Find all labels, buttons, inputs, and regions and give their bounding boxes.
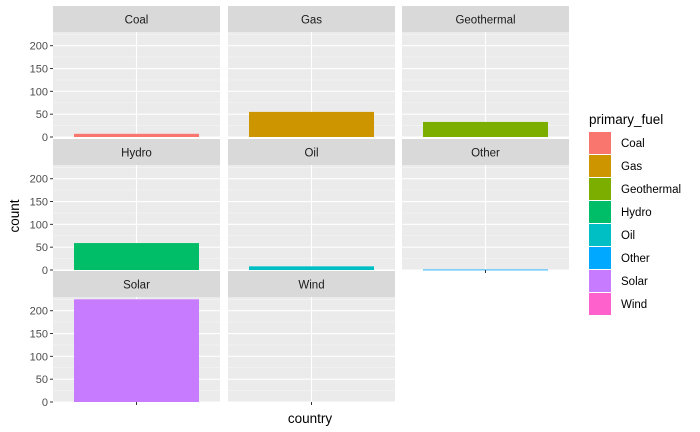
bar-geothermal	[423, 121, 548, 137]
strip-label-oil: Oil	[304, 148, 318, 160]
strip-label-geothermal: Geothermal	[455, 15, 515, 27]
legend-item-other: Other	[589, 247, 650, 269]
bar-oil	[249, 266, 374, 270]
y-tick-label: 50	[36, 242, 48, 254]
legend-label-oil: Oil	[621, 230, 635, 242]
strip-oil	[228, 139, 395, 165]
legend-key-oil	[589, 224, 611, 246]
strip-solar	[53, 271, 220, 297]
strip-coal	[53, 6, 220, 32]
legend-key-geothermal	[589, 178, 611, 200]
legend-label-other: Other	[621, 253, 650, 265]
panel-oil: Oil	[228, 139, 395, 271]
legend-label-geothermal: Geothermal	[621, 184, 681, 196]
legend-key-coal	[589, 132, 611, 154]
legend-label-coal: Coal	[621, 138, 645, 150]
legend-key-solar	[589, 270, 611, 292]
legend: primary_fuel Coal Gas Geothermal Hydro Oil Ot…	[589, 112, 681, 315]
bar-coal	[74, 133, 199, 137]
legend-label-wind: Wind	[621, 299, 647, 311]
y-tick-label: 100	[30, 86, 48, 98]
legend-item-coal: Coal	[589, 132, 645, 154]
strip-hydro	[53, 139, 220, 165]
legend-label-hydro: Hydro	[621, 207, 652, 219]
y-tick-label: 150	[30, 64, 48, 76]
legend-key-wind	[589, 293, 611, 315]
y-tick-label: 200	[30, 174, 48, 186]
bar-hydro	[74, 243, 199, 270]
legend-item-oil: Oil	[589, 224, 635, 246]
strip-geothermal	[402, 6, 569, 32]
y-tick-label: 0	[42, 265, 48, 277]
legend-item-wind: Wind	[589, 293, 647, 315]
legend-item-hydro: Hydro	[589, 201, 652, 223]
panel-gas: Gas	[228, 6, 395, 138]
strip-label-wind: Wind	[298, 280, 324, 292]
panel-other: Other	[402, 139, 569, 273]
legend-label-solar: Solar	[621, 276, 648, 288]
strip-label-gas: Gas	[301, 15, 322, 27]
y-tick-label: 200	[30, 41, 48, 53]
strip-gas	[228, 6, 395, 32]
panel-wind: Wind	[228, 271, 395, 405]
bar-other	[423, 269, 548, 271]
facet-panels: Coal 0 50 100 150 200 Gas Geothermal Hydro 0 50 100…	[30, 6, 569, 409]
legend-label-gas: Gas	[621, 161, 642, 173]
y-tick-label: 150	[30, 329, 48, 341]
x-axis-title: country	[288, 411, 333, 426]
strip-other	[402, 139, 569, 165]
legend-item-geothermal: Geothermal	[589, 178, 681, 200]
legend-key-hydro	[589, 201, 611, 223]
y-tick-label: 50	[36, 374, 48, 386]
bar-solar	[74, 299, 199, 402]
strip-label-other: Other	[471, 148, 500, 160]
legend-title: primary_fuel	[589, 112, 663, 127]
strip-label-hydro: Hydro	[121, 148, 152, 160]
strip-label-coal: Coal	[125, 15, 149, 27]
panel-coal: Coal 0 50 100 150 200	[30, 6, 220, 144]
y-axis-title: count	[7, 199, 22, 232]
legend-item-solar: Solar	[589, 270, 648, 292]
y-tick-label: 150	[30, 197, 48, 209]
legend-key-other	[589, 247, 611, 269]
y-tick-label: 50	[36, 109, 48, 121]
y-tick-label: 100	[30, 351, 48, 363]
y-tick-label: 0	[42, 132, 48, 144]
panel-solar: Solar 0 50 100 150 200	[30, 271, 220, 409]
panel-hydro: Hydro 0 50 100 150 200	[30, 139, 220, 277]
y-tick-label: 200	[30, 306, 48, 318]
bar-gas	[249, 111, 374, 137]
strip-label-solar: Solar	[123, 280, 150, 292]
panel-geothermal: Geothermal	[402, 6, 569, 138]
y-tick-label: 100	[30, 219, 48, 231]
y-tick-label: 0	[42, 397, 48, 409]
strip-wind	[228, 271, 395, 297]
legend-key-gas	[589, 155, 611, 177]
legend-item-gas: Gas	[589, 155, 642, 177]
